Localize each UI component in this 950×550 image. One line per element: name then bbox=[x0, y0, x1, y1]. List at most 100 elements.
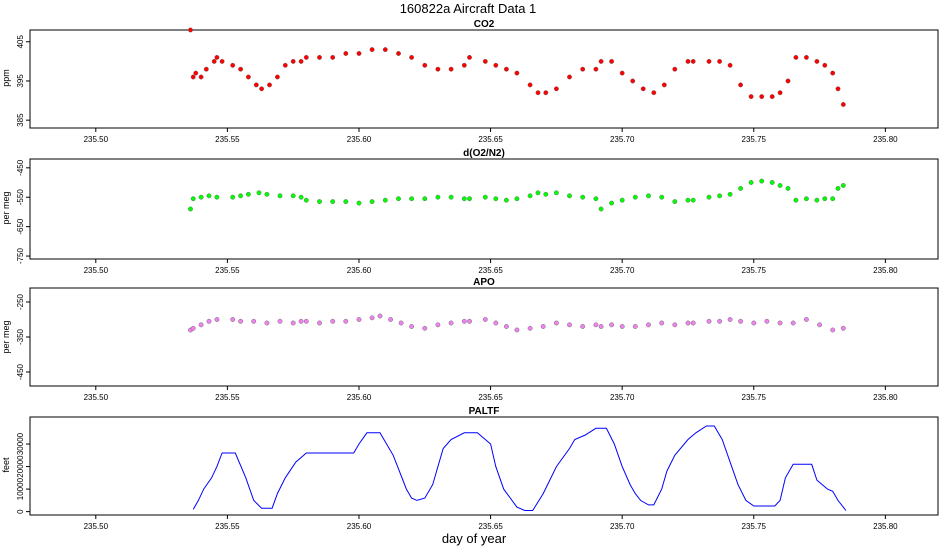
data-point bbox=[214, 194, 220, 200]
data-point bbox=[382, 47, 388, 52]
data-point bbox=[619, 197, 625, 203]
data-point bbox=[690, 320, 696, 326]
x-tick-label: 235.80 bbox=[873, 135, 898, 144]
data-point bbox=[211, 59, 217, 64]
data-point bbox=[580, 194, 586, 200]
data-point bbox=[567, 322, 572, 328]
x-tick-label: 235.75 bbox=[742, 393, 767, 402]
data-point bbox=[554, 190, 559, 196]
y-tick-label: -450 bbox=[16, 363, 25, 380]
data-point bbox=[835, 185, 841, 191]
data-point bbox=[396, 196, 401, 202]
data-point bbox=[598, 324, 604, 329]
data-point bbox=[598, 59, 604, 64]
data-point bbox=[253, 82, 259, 88]
data-point bbox=[738, 318, 743, 324]
data-point bbox=[214, 55, 220, 60]
data-point bbox=[245, 191, 251, 197]
x-tick-label: 235.55 bbox=[215, 393, 240, 402]
data-point bbox=[238, 66, 244, 72]
data-point bbox=[769, 94, 775, 100]
data-point bbox=[422, 62, 428, 68]
data-point bbox=[398, 320, 404, 326]
data-point bbox=[343, 318, 349, 324]
panel-apo: APO per meg 235.50 235.55 235.60 235.65 235.… bbox=[1, 277, 939, 402]
data-point bbox=[727, 191, 733, 197]
data-point bbox=[840, 102, 846, 107]
data-point bbox=[535, 190, 541, 196]
data-point bbox=[198, 74, 204, 80]
data-point bbox=[514, 70, 520, 76]
data-point bbox=[685, 320, 691, 326]
y-tick-label: 385 bbox=[16, 113, 25, 127]
x-tick-label: 235.70 bbox=[610, 135, 635, 144]
data-point bbox=[717, 193, 722, 199]
data-point bbox=[672, 199, 678, 205]
data-point bbox=[356, 317, 362, 322]
data-point bbox=[793, 197, 799, 203]
data-point bbox=[303, 55, 309, 60]
data-point bbox=[646, 193, 651, 199]
x-tick-label: 235.50 bbox=[84, 135, 109, 144]
data-point bbox=[190, 196, 196, 202]
x-tick-label: 235.65 bbox=[478, 522, 503, 531]
figure-title: 160822a Aircraft Data 1 bbox=[400, 1, 537, 16]
data-point bbox=[748, 94, 754, 100]
data-point bbox=[822, 196, 828, 202]
data-point bbox=[290, 320, 296, 326]
data-point bbox=[214, 317, 220, 322]
data-point bbox=[727, 317, 733, 322]
data-point bbox=[503, 197, 509, 203]
x-tick-label: 235.80 bbox=[873, 522, 898, 531]
data-point bbox=[793, 55, 799, 60]
x-tick-label: 235.60 bbox=[347, 393, 372, 402]
data-point bbox=[264, 191, 270, 197]
data-point bbox=[593, 322, 599, 328]
x-tick-label: 235.65 bbox=[478, 393, 503, 402]
data-point bbox=[409, 324, 414, 329]
data-point bbox=[193, 70, 199, 76]
panel-paltf: PALTF feet 235.50 235.55 235.60 235.65 235.7… bbox=[1, 406, 939, 531]
data-point bbox=[298, 318, 304, 324]
data-point bbox=[330, 318, 336, 324]
y-tick-label: -450 bbox=[16, 159, 25, 176]
data-point bbox=[817, 322, 822, 328]
data-point bbox=[830, 327, 836, 333]
data-point bbox=[190, 74, 196, 80]
data-point bbox=[238, 318, 244, 324]
data-point bbox=[330, 199, 336, 205]
data-point bbox=[659, 320, 665, 326]
data-point bbox=[759, 94, 765, 100]
data-point bbox=[830, 196, 836, 202]
plot-frame bbox=[29, 158, 939, 260]
data-point bbox=[448, 194, 454, 200]
data-point bbox=[840, 325, 846, 331]
data-point bbox=[267, 82, 272, 88]
data-point bbox=[482, 317, 488, 322]
data-point bbox=[738, 185, 743, 191]
data-point bbox=[503, 66, 509, 72]
data-point bbox=[503, 324, 509, 329]
data-point bbox=[598, 206, 604, 212]
data-point bbox=[706, 318, 712, 324]
y-axis-label: feet bbox=[1, 457, 11, 473]
y-tick-label: 20000 bbox=[16, 455, 25, 478]
data-point bbox=[188, 206, 193, 212]
y-tick-label: 10000 bbox=[16, 477, 25, 500]
data-point bbox=[290, 59, 296, 64]
data-point bbox=[317, 55, 322, 60]
data-point bbox=[814, 59, 820, 64]
data-point bbox=[388, 317, 393, 322]
data-point bbox=[764, 318, 770, 324]
data-point bbox=[369, 47, 375, 52]
x-tick-label: 235.50 bbox=[84, 522, 109, 531]
data-point bbox=[690, 59, 696, 64]
plot-frame bbox=[29, 416, 939, 516]
x-tick-label: 235.65 bbox=[478, 135, 503, 144]
data-point bbox=[632, 194, 638, 200]
x-tick-label: 235.75 bbox=[742, 135, 767, 144]
data-point bbox=[540, 324, 546, 329]
data-point bbox=[543, 90, 549, 96]
data-point bbox=[369, 315, 375, 321]
data-point bbox=[317, 199, 322, 205]
